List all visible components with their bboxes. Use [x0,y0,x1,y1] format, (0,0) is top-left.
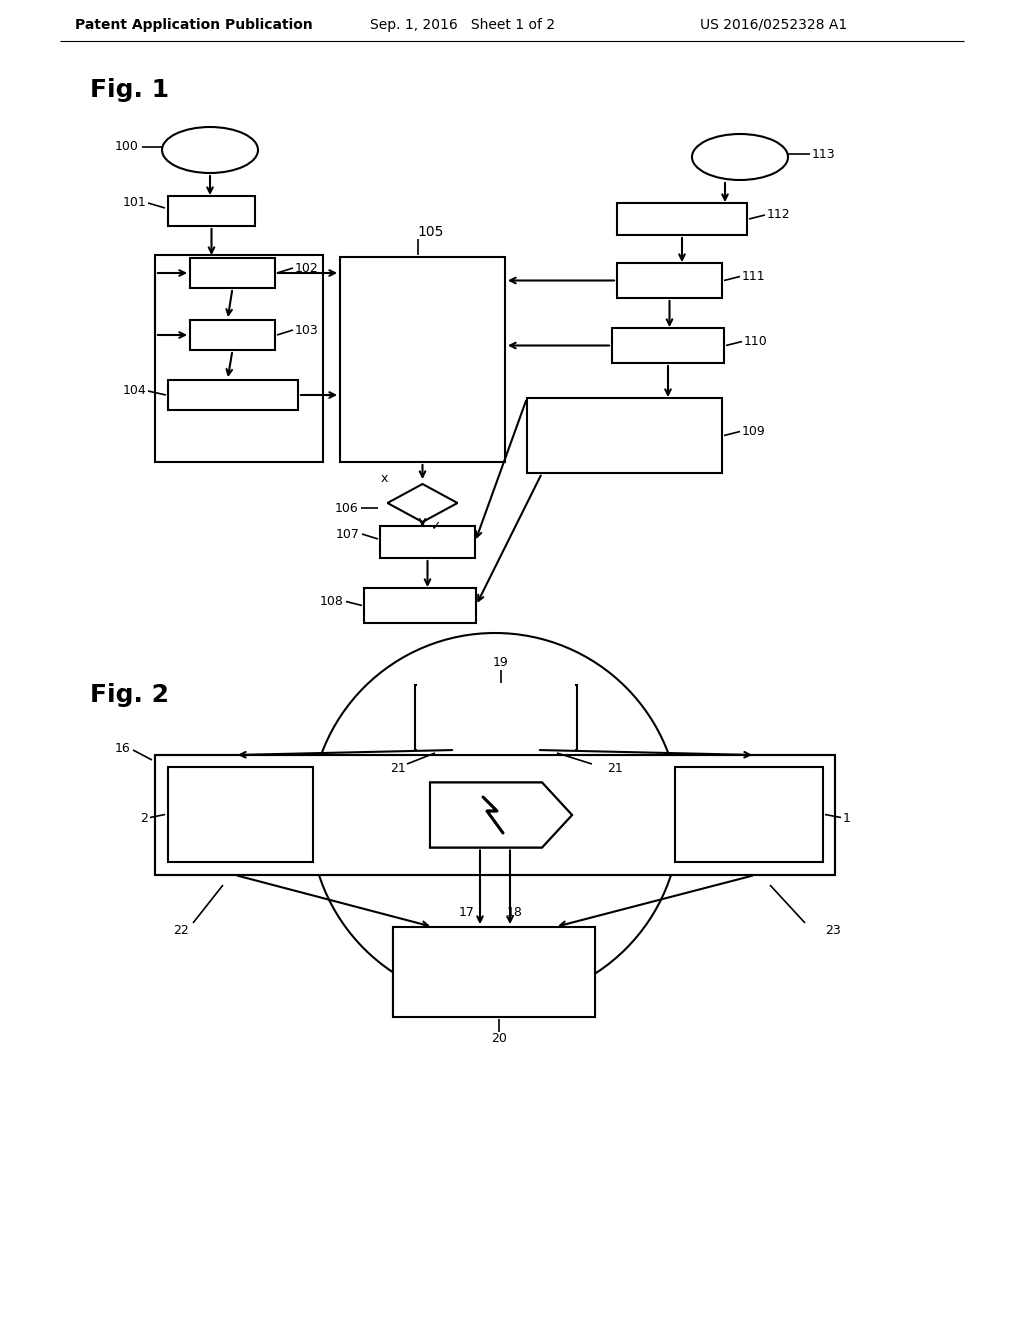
Text: 112: 112 [767,209,791,222]
Text: 21: 21 [390,762,406,775]
Bar [155,755,835,875]
Text: 19: 19 [494,656,509,669]
Text: 109: 109 [742,425,766,438]
Text: 110: 110 [744,335,768,348]
Bar [190,319,275,350]
Bar [168,767,313,862]
Text: 102: 102 [295,261,318,275]
Text: Fig. 1: Fig. 1 [90,78,169,102]
Bar [393,927,595,1016]
Text: 104: 104 [122,384,146,397]
Text: 16: 16 [115,742,130,755]
Bar [155,755,835,875]
Text: 20: 20 [492,1032,507,1045]
Text: Patent Application Publication: Patent Application Publication [75,18,312,32]
Text: 23: 23 [825,924,841,936]
Ellipse shape [162,127,258,173]
Text: 100: 100 [115,140,139,153]
Text: 103: 103 [295,323,318,337]
Text: 106: 106 [335,502,358,515]
Bar [157,756,833,873]
Bar [395,921,593,1022]
Bar [168,195,255,226]
Bar [168,380,298,411]
Bar [364,587,476,623]
Text: 18: 18 [507,907,523,920]
Text: 108: 108 [321,595,344,609]
Bar [340,257,505,462]
Bar [380,525,475,558]
Text: 22: 22 [173,924,188,936]
Text: 111: 111 [742,271,766,282]
Bar [393,927,595,1016]
Bar [190,257,275,288]
Polygon shape [430,783,572,847]
Text: 1: 1 [843,812,851,825]
Text: 101: 101 [122,197,146,210]
Ellipse shape [692,135,788,180]
Text: 105: 105 [418,224,443,239]
Text: x: x [381,473,388,486]
Text: Fig. 2: Fig. 2 [90,682,169,708]
Text: Sep. 1, 2016   Sheet 1 of 2: Sep. 1, 2016 Sheet 1 of 2 [370,18,555,32]
Text: 107: 107 [336,528,360,540]
Polygon shape [430,783,572,847]
Text: 17: 17 [459,907,475,920]
Bar [527,399,722,473]
Text: 113: 113 [812,148,836,161]
Text: US 2016/0252328 A1: US 2016/0252328 A1 [700,18,847,32]
Bar [155,255,323,462]
Bar [675,767,823,862]
Bar [417,680,575,755]
Bar [415,685,577,750]
Bar [675,767,823,862]
Bar [168,767,313,862]
Bar [617,263,722,298]
Bar [612,327,724,363]
Bar [617,203,746,235]
Polygon shape [387,484,458,521]
Text: 2: 2 [140,812,148,825]
Text: 21: 21 [607,762,623,775]
Text: ✓: ✓ [430,520,441,533]
